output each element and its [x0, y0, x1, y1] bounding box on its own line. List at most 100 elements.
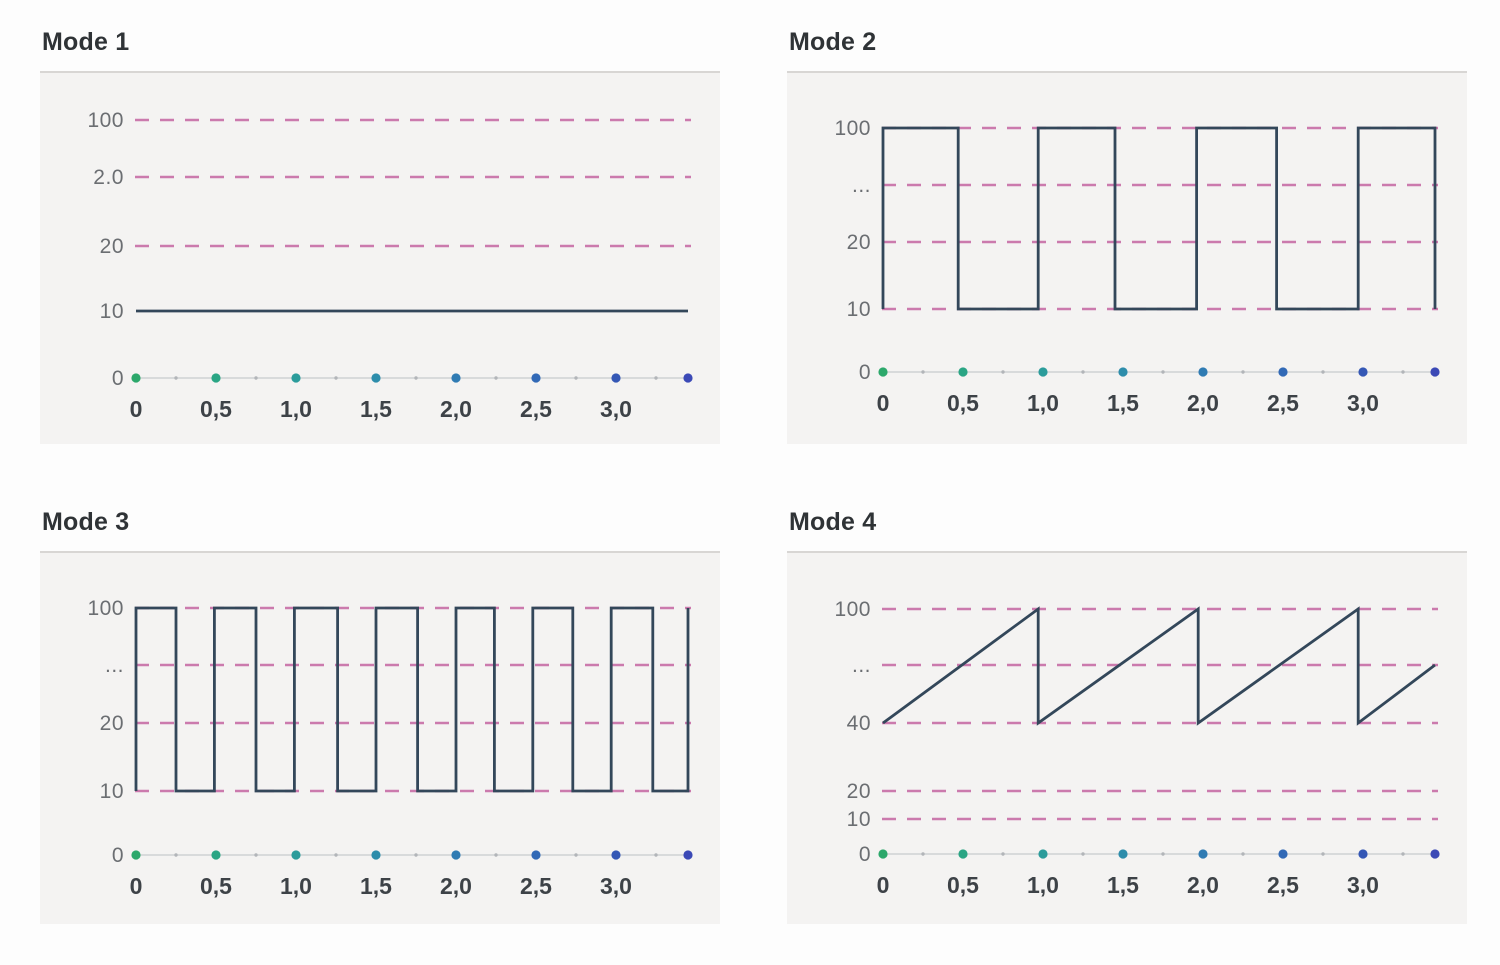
x-axis-dot	[611, 373, 621, 383]
chart-panel-mode2: 100... 20 10 0 0 0,5 1,0 1,5 2,0 2,5 3,0	[787, 71, 1467, 444]
chart-title-mode1: Mode 1	[42, 28, 130, 56]
x-axis-minor-tick	[414, 853, 418, 857]
y-tick-label: 20	[100, 235, 124, 258]
x-tick-label: 2,0	[440, 396, 472, 422]
x-axis-dot	[958, 849, 968, 859]
x-axis-dot	[211, 850, 221, 860]
x-axis-minor-tick	[574, 376, 578, 380]
x-axis-dot	[451, 850, 461, 860]
y-tick-label: 2.0	[93, 166, 124, 189]
x-tick-label: 0,5	[200, 396, 232, 422]
y-tick-label: 0	[112, 367, 124, 390]
x-axis-dot	[451, 373, 461, 383]
x-tick-label: 0,5	[200, 873, 232, 899]
x-axis-dot	[1198, 367, 1208, 377]
chart-title-mode2: Mode 2	[789, 28, 877, 56]
x-axis-minor-tick	[254, 376, 258, 380]
x-tick-label: 3,0	[1347, 872, 1379, 898]
x-tick-label: 1,0	[1027, 872, 1059, 898]
y-tick-label: 0	[112, 844, 124, 867]
x-axis-minor-tick	[921, 370, 925, 374]
x-axis-minor-tick	[1001, 370, 1005, 374]
x-axis-minor-tick	[921, 852, 925, 856]
chart-card-mode2: Mode 2 100... 20 10 0 0 0,5 1,0 1,5 2,0 2,5 3,0	[787, 24, 1467, 444]
x-tick-label: 2,5	[1267, 390, 1299, 416]
x-tick-label: 2,0	[1187, 872, 1219, 898]
x-axis-dot	[531, 373, 541, 383]
x-tick-label: 0,5	[947, 390, 979, 416]
chart-card-mode4: Mode 4 100... 40 20 10 0 0 0,5 1,0 1,5 2,0 2,5 3,0	[787, 504, 1467, 924]
y-tick-label: 20	[100, 712, 124, 735]
y-tick-label: 0	[859, 361, 871, 384]
chart-title-mode3: Mode 3	[42, 508, 130, 536]
x-axis-minor-tick	[574, 853, 578, 857]
x-axis-minor-tick	[654, 853, 658, 857]
waveform-path	[134, 606, 690, 793]
y-tick-label: 10	[100, 300, 124, 323]
x-axis-end-dot	[1430, 367, 1440, 377]
y-tick-label: 100	[87, 597, 124, 620]
x-tick-label: 1,5	[360, 873, 392, 899]
x-axis-dot	[878, 849, 888, 859]
x-tick-label: 2,5	[520, 873, 552, 899]
waveform-path	[882, 606, 1436, 726]
x-axis-dot	[1358, 367, 1368, 377]
x-axis-minor-tick	[1081, 852, 1085, 856]
x-axis-minor-tick	[1161, 852, 1165, 856]
x-axis-minor-tick	[254, 853, 258, 857]
x-tick-label: 1,0	[280, 873, 312, 899]
x-axis-dot	[1038, 367, 1048, 377]
x-tick-label: 0	[877, 872, 890, 898]
y-tick-label: 100	[87, 109, 124, 132]
x-axis-minor-tick	[1241, 370, 1245, 374]
x-tick-label: 1,0	[280, 396, 312, 422]
x-axis-minor-tick	[334, 853, 338, 857]
x-tick-label: 0	[877, 390, 890, 416]
x-tick-label: 2,0	[1187, 390, 1219, 416]
x-tick-label: 0	[130, 873, 143, 899]
x-axis-end-dot	[683, 373, 693, 383]
chart-title-mode4: Mode 4	[789, 508, 877, 536]
x-axis-dot	[371, 373, 381, 383]
y-tick-label: 10	[847, 298, 871, 321]
chart-card-mode3: Mode 3 100... 20 10 0 0 0,5 1,0 1,5 2,0 2,5 3,0	[40, 504, 720, 924]
charts-grid: Mode 1 100 2.0 20 10 0 0 0,5 1,0 1,5 2,0 2,5 3,0 Mo…	[40, 24, 1467, 924]
chart-panel-mode3: 100... 20 10 0 0 0,5 1,0 1,5 2,0 2,5 3,0	[40, 551, 720, 924]
x-tick-label: 2,5	[520, 396, 552, 422]
x-axis-dot	[1198, 849, 1208, 859]
x-axis-minor-tick	[174, 853, 178, 857]
x-axis-minor-tick	[1401, 852, 1405, 856]
y-tick-label: 0	[859, 843, 871, 866]
x-axis-minor-tick	[494, 376, 498, 380]
waveform-path	[881, 126, 1437, 311]
x-axis-minor-tick	[1321, 852, 1325, 856]
chart-card-mode1: Mode 1 100 2.0 20 10 0 0 0,5 1,0 1,5 2,0 2,5 3,0	[40, 24, 720, 444]
y-tick-label: 100	[834, 598, 871, 621]
y-tick-label: 40	[847, 712, 871, 735]
x-tick-label: 3,0	[600, 396, 632, 422]
x-axis-minor-tick	[334, 376, 338, 380]
x-axis-dot	[878, 367, 888, 377]
x-tick-label: 2,5	[1267, 872, 1299, 898]
x-axis-dot	[131, 850, 141, 860]
x-tick-label: 1,5	[360, 396, 392, 422]
x-axis-minor-tick	[414, 376, 418, 380]
x-axis-dot	[1118, 849, 1128, 859]
x-axis-dot	[211, 373, 221, 383]
x-tick-label: 1,0	[1027, 390, 1059, 416]
x-tick-label: 3,0	[600, 873, 632, 899]
x-axis-dot	[958, 367, 968, 377]
x-axis-dot	[1278, 367, 1288, 377]
x-axis-minor-tick	[1081, 370, 1085, 374]
x-tick-label: 1,5	[1107, 390, 1139, 416]
y-tick-label: 10	[100, 780, 124, 803]
x-axis-minor-tick	[1161, 370, 1165, 374]
y-tick-label: ...	[852, 654, 871, 677]
x-axis-dot	[1358, 849, 1368, 859]
x-axis-minor-tick	[1241, 852, 1245, 856]
x-tick-label: 3,0	[1347, 390, 1379, 416]
x-axis-dot	[371, 850, 381, 860]
